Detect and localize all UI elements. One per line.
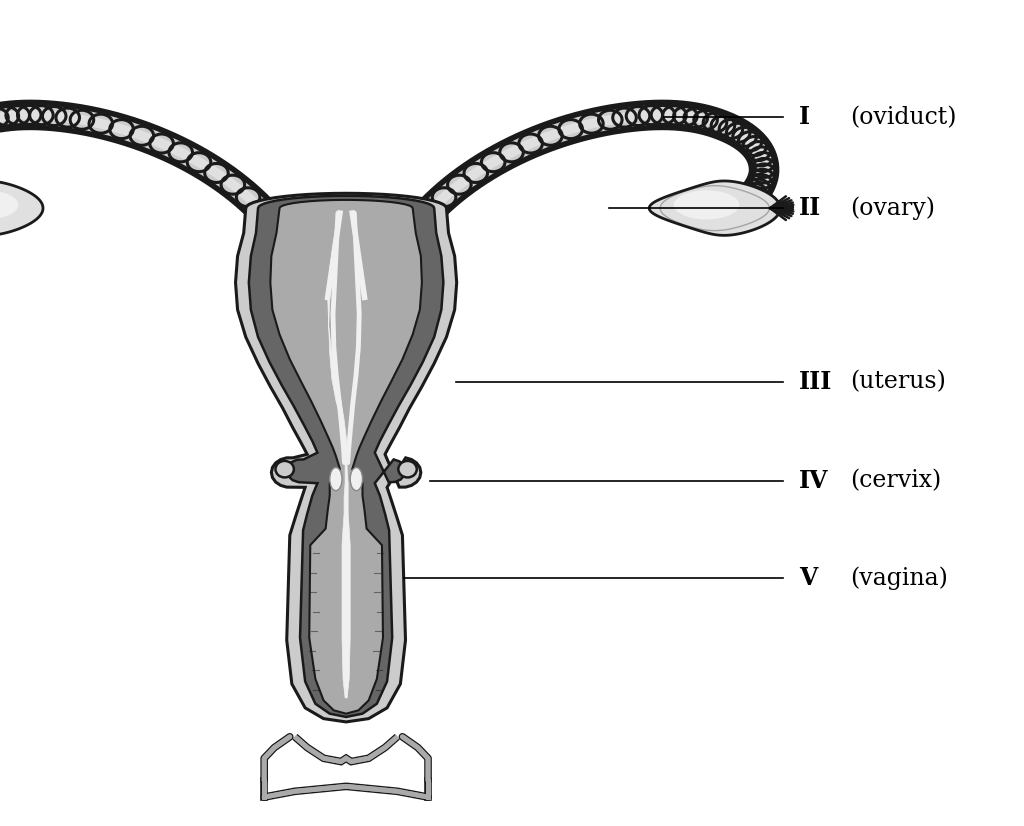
Text: (uterus): (uterus) [850, 370, 946, 393]
Text: (cervix): (cervix) [850, 469, 941, 492]
Polygon shape [649, 181, 780, 235]
Ellipse shape [330, 468, 342, 491]
Text: I: I [799, 105, 810, 130]
Text: V: V [799, 566, 817, 591]
Text: IV: IV [799, 468, 828, 493]
Polygon shape [328, 213, 350, 698]
Polygon shape [249, 196, 443, 717]
Polygon shape [674, 190, 739, 220]
Text: (ovary): (ovary) [850, 197, 935, 220]
Polygon shape [270, 200, 422, 714]
Text: (oviduct): (oviduct) [850, 106, 956, 129]
Polygon shape [0, 190, 18, 220]
Polygon shape [0, 181, 43, 235]
Polygon shape [236, 193, 457, 722]
Ellipse shape [398, 461, 417, 477]
Ellipse shape [350, 468, 362, 491]
Text: III: III [799, 369, 833, 394]
Text: II: II [799, 196, 821, 221]
Ellipse shape [275, 461, 294, 477]
Text: (vagina): (vagina) [850, 567, 948, 590]
